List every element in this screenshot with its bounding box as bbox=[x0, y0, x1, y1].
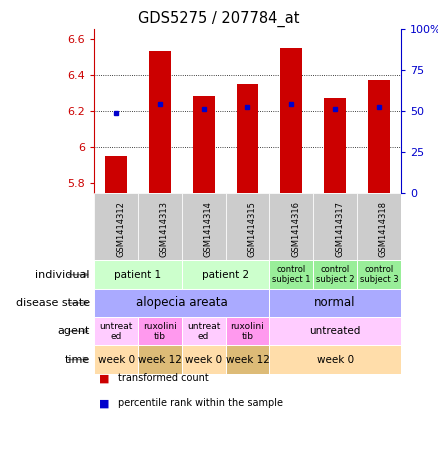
Bar bbox=[94, 317, 138, 345]
Bar bbox=[105, 156, 127, 193]
Bar bbox=[94, 289, 269, 317]
Bar bbox=[182, 260, 269, 289]
Bar bbox=[324, 98, 346, 193]
Bar bbox=[357, 193, 401, 260]
Bar bbox=[138, 317, 182, 345]
Text: alopecia areata: alopecia areata bbox=[136, 296, 228, 309]
Bar bbox=[182, 193, 226, 260]
Text: GDS5275 / 207784_at: GDS5275 / 207784_at bbox=[138, 11, 300, 27]
Bar bbox=[269, 260, 313, 289]
Bar bbox=[237, 84, 258, 193]
Text: transformed count: transformed count bbox=[118, 373, 209, 383]
Text: ruxolini
tib: ruxolini tib bbox=[230, 322, 265, 341]
Text: week 12: week 12 bbox=[226, 355, 269, 365]
Bar bbox=[269, 317, 401, 345]
Bar bbox=[226, 317, 269, 345]
Text: week 0: week 0 bbox=[185, 355, 222, 365]
Text: week 12: week 12 bbox=[138, 355, 182, 365]
Text: GSM1414317: GSM1414317 bbox=[335, 201, 344, 257]
Text: untreat
ed: untreat ed bbox=[187, 322, 220, 341]
Bar bbox=[269, 193, 313, 260]
Bar bbox=[182, 317, 226, 345]
Text: GSM1414313: GSM1414313 bbox=[160, 201, 169, 257]
Text: week 0: week 0 bbox=[98, 355, 134, 365]
Text: untreated: untreated bbox=[309, 326, 361, 336]
Text: disease state: disease state bbox=[16, 298, 90, 308]
Bar bbox=[138, 345, 182, 374]
Text: untreat
ed: untreat ed bbox=[99, 322, 133, 341]
Bar bbox=[280, 48, 302, 193]
Bar bbox=[182, 345, 226, 374]
Text: GSM1414314: GSM1414314 bbox=[204, 201, 213, 257]
Text: GSM1414316: GSM1414316 bbox=[291, 201, 300, 257]
Bar bbox=[313, 260, 357, 289]
Text: control
subject 3: control subject 3 bbox=[360, 265, 398, 284]
Bar bbox=[94, 345, 138, 374]
Bar bbox=[94, 260, 182, 289]
Text: percentile rank within the sample: percentile rank within the sample bbox=[118, 398, 283, 408]
Text: time: time bbox=[64, 355, 90, 365]
Text: individual: individual bbox=[35, 270, 90, 280]
Bar bbox=[193, 96, 215, 193]
Text: ruxolini
tib: ruxolini tib bbox=[143, 322, 177, 341]
Text: ■: ■ bbox=[99, 398, 109, 408]
Text: control
subject 1: control subject 1 bbox=[272, 265, 311, 284]
Bar bbox=[138, 193, 182, 260]
Text: patient 2: patient 2 bbox=[202, 270, 249, 280]
Text: normal: normal bbox=[314, 296, 356, 309]
Bar bbox=[226, 345, 269, 374]
Text: ■: ■ bbox=[99, 373, 109, 383]
Bar bbox=[357, 260, 401, 289]
Text: week 0: week 0 bbox=[317, 355, 353, 365]
Bar bbox=[149, 51, 171, 193]
Text: agent: agent bbox=[57, 326, 90, 336]
Bar bbox=[368, 80, 390, 193]
Bar bbox=[313, 193, 357, 260]
Text: GSM1414312: GSM1414312 bbox=[116, 201, 125, 257]
Text: patient 1: patient 1 bbox=[114, 270, 162, 280]
Text: control
subject 2: control subject 2 bbox=[316, 265, 354, 284]
Bar bbox=[269, 289, 401, 317]
Bar bbox=[94, 193, 138, 260]
Text: GSM1414318: GSM1414318 bbox=[379, 201, 388, 257]
Text: GSM1414315: GSM1414315 bbox=[247, 201, 257, 257]
Bar bbox=[269, 345, 401, 374]
Bar bbox=[226, 193, 269, 260]
